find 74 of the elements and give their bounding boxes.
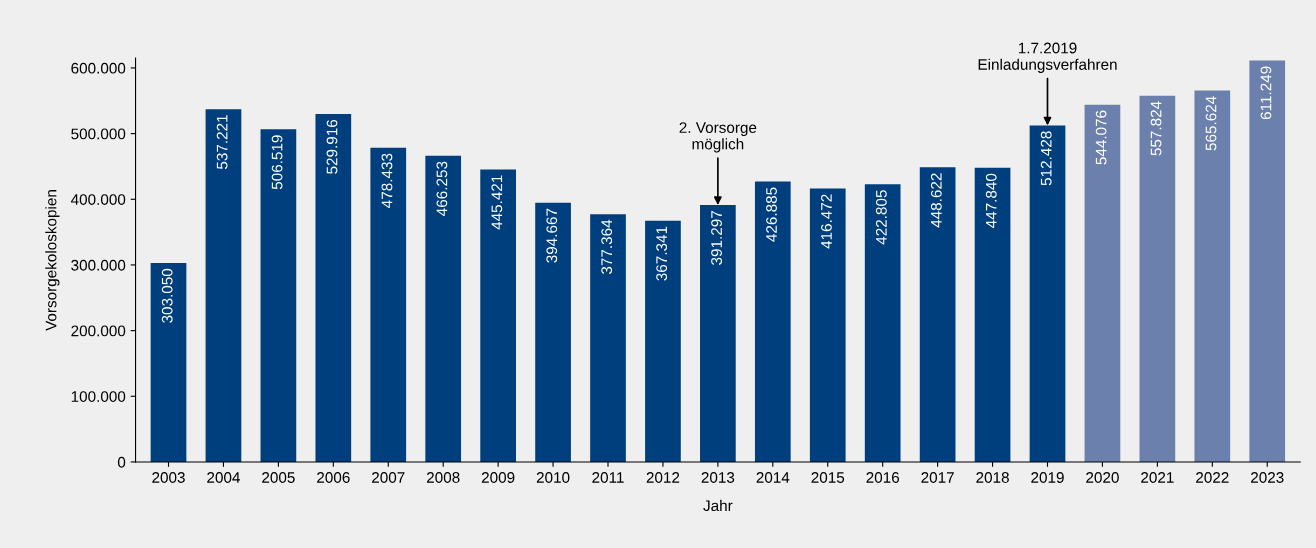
x-tick-label: 2016 (866, 472, 900, 483)
data-label: 478.433 (381, 153, 393, 208)
data-label: 544.076 (1095, 110, 1107, 165)
data-label: 367.341 (656, 226, 668, 281)
data-label: 557.824 (1150, 101, 1162, 156)
y-tick-label: 300.000 (71, 259, 126, 271)
annotation: 1.7.2019 Einladungsverfahren (978, 42, 1117, 73)
data-label: 394.667 (546, 208, 558, 263)
x-tick-label: 2010 (536, 472, 570, 483)
bar (1029, 125, 1066, 462)
data-label: 448.622 (930, 173, 942, 228)
bar (1084, 104, 1121, 462)
data-label: 529.916 (326, 119, 338, 174)
bar (480, 169, 516, 462)
bar (205, 109, 242, 462)
data-label: 565.624 (1205, 96, 1217, 151)
data-label: 303.050 (161, 268, 173, 323)
x-tick-label: 2015 (811, 472, 845, 483)
x-tick-label: 2023 (1251, 472, 1284, 483)
data-label: 426.885 (766, 187, 777, 242)
x-tick-label: 2011 (592, 472, 624, 483)
x-tick-label: 2022 (1196, 472, 1229, 483)
data-label: 506.519 (271, 135, 283, 190)
bar (864, 184, 901, 462)
bar (645, 220, 681, 462)
bar (315, 113, 352, 462)
x-tick-label: 2007 (372, 472, 405, 483)
annotation: 2. Vorsorge möglich (679, 122, 757, 153)
bar (1194, 90, 1231, 462)
bar (150, 262, 187, 462)
data-label: 447.840 (985, 173, 997, 228)
x-tick-label: 2019 (1031, 472, 1064, 483)
bar (754, 181, 791, 462)
y-axis-title: Vorsorgekoloskopien (45, 190, 60, 331)
data-label: 377.364 (601, 219, 613, 275)
y-tick-label: 100.000 (71, 391, 126, 402)
data-label: 422.805 (875, 190, 887, 245)
bar (535, 202, 571, 462)
x-tick-label: 2020 (1086, 472, 1119, 483)
x-tick-label: 2008 (426, 472, 460, 483)
bar (974, 167, 1011, 462)
y-tick-label: 500.000 (71, 128, 126, 140)
x-tick-label: 2003 (152, 472, 185, 483)
y-tick-label: 0 (117, 456, 126, 468)
x-tick-label: 2017 (921, 472, 954, 483)
y-tick-label: 200.000 (71, 325, 126, 337)
data-label: 611.249 (1260, 66, 1272, 120)
bar (1139, 95, 1176, 462)
x-tick-label: 2004 (207, 472, 240, 483)
y-tick-label: 400.000 (70, 194, 126, 205)
data-label: 416.472 (821, 194, 832, 249)
x-tick-label: 2009 (481, 472, 515, 483)
x-axis-title: Jahr (703, 499, 733, 512)
x-tick-label: 2014 (756, 472, 790, 483)
bar (809, 188, 846, 462)
data-label: 445.421 (491, 175, 503, 230)
x-tick-label: 2018 (976, 472, 1009, 483)
x-tick-label: 2012 (646, 472, 680, 483)
x-tick-label: 2005 (262, 472, 295, 483)
x-tick-label: 2006 (317, 472, 350, 483)
data-label: 466.253 (436, 161, 448, 216)
bar (260, 129, 297, 462)
bar (919, 167, 956, 462)
bar (700, 205, 736, 462)
bar (370, 147, 407, 462)
bar (590, 214, 626, 462)
y-tick-label: 600.000 (71, 62, 126, 74)
bar (425, 155, 462, 462)
data-label: 537.221 (216, 115, 228, 170)
x-tick-label: 2021 (1141, 472, 1174, 483)
x-tick-label: 2013 (701, 472, 735, 483)
data-label: 391.297 (711, 211, 722, 265)
bar (1249, 60, 1286, 462)
data-label: 512.428 (1040, 131, 1052, 186)
